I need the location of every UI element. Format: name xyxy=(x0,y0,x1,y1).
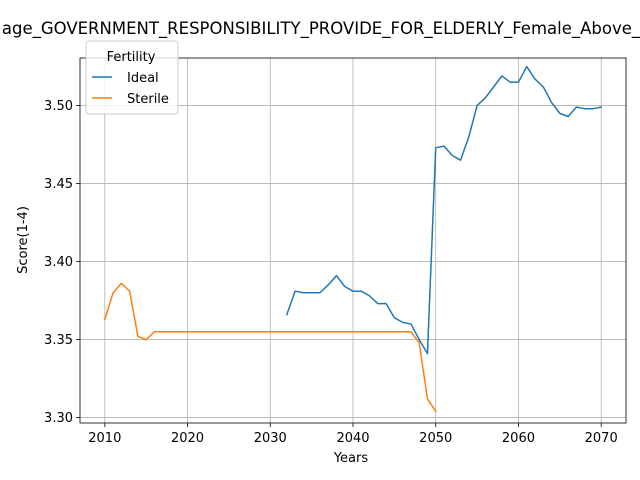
series-line-ideal xyxy=(285,65,603,355)
grid xyxy=(80,58,626,423)
y-tick-label: 3.50 xyxy=(44,99,73,114)
x-axis-label: Years xyxy=(333,451,369,466)
y-tick-label: 3.45 xyxy=(44,177,73,192)
x-tick-label: 2060 xyxy=(502,431,535,446)
x-tick-label: 2070 xyxy=(585,431,618,446)
y-tick-label: 3.35 xyxy=(44,333,73,348)
y-axis-label: Score(1-4) xyxy=(16,206,31,274)
chart-title: age_GOVERNMENT_RESPONSIBILITY_PROVIDE_FO… xyxy=(2,19,640,39)
x-axis-ticks: 2010 2020 2030 2040 2050 2060 2070 xyxy=(88,423,618,446)
legend-box xyxy=(85,40,179,115)
legend-label-sterile: Sterile xyxy=(127,92,169,107)
x-tick-label: 2050 xyxy=(419,431,452,446)
x-tick-label: 2010 xyxy=(88,431,121,446)
x-tick-label: 2020 xyxy=(171,431,204,446)
x-tick-label: 2030 xyxy=(254,431,287,446)
legend-label-ideal: Ideal xyxy=(127,71,159,86)
x-tick-label: 2040 xyxy=(336,431,369,446)
y-tick-label: 3.40 xyxy=(44,255,73,270)
y-axis-ticks: 3.30 3.35 3.40 3.45 3.50 xyxy=(44,99,80,426)
series-line-sterile xyxy=(103,282,437,413)
legend-title: Fertility xyxy=(107,50,156,65)
y-tick-label: 3.30 xyxy=(44,411,73,426)
legend: Fertility Ideal Sterile xyxy=(85,40,179,115)
series-lines xyxy=(103,65,603,413)
